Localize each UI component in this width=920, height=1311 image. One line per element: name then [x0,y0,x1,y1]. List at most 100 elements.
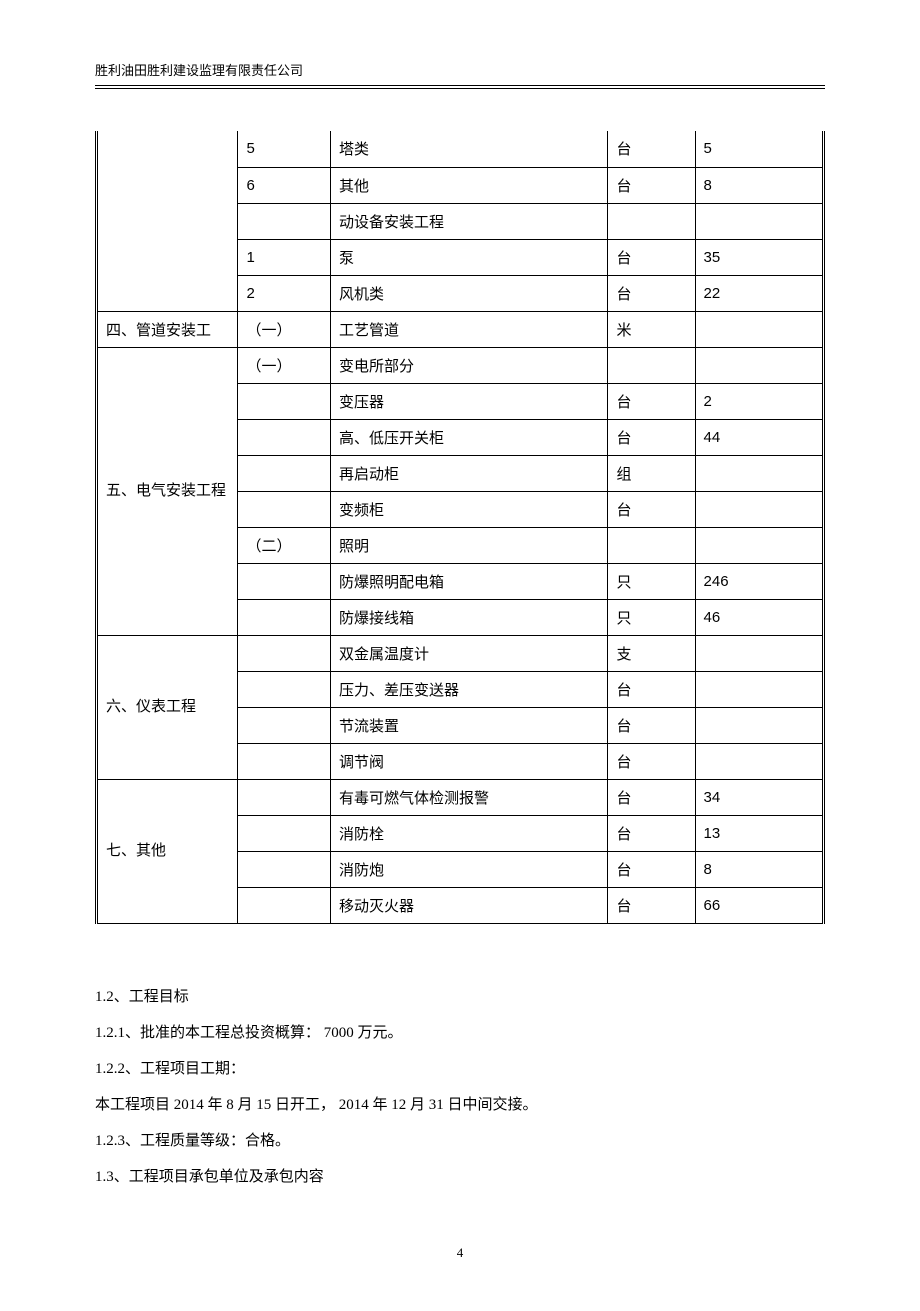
table-cell [238,419,331,455]
table-cell [238,563,331,599]
table-cell: 台 [608,275,695,311]
table-cell: 节流装置 [330,707,608,743]
table-cell [238,779,331,815]
table-cell: 246 [695,563,823,599]
table-cell: 工艺管道 [330,311,608,347]
table-cell-category: 五、电气安装工程 [97,347,238,635]
table-cell: 压力、差压变送器 [330,671,608,707]
table-cell: 台 [608,743,695,779]
table-row: 四、管道安装工（一）工艺管道米 [97,311,824,347]
table-cell [238,707,331,743]
table-cell: 台 [608,887,695,923]
table-row: 5塔类台5 [97,131,824,167]
table-cell-category: 四、管道安装工 [97,311,238,347]
table-cell [608,203,695,239]
table-cell: 1 [238,239,331,275]
table-cell: 米 [608,311,695,347]
table-cell: 消防栓 [330,815,608,851]
table-cell [238,671,331,707]
table-cell-category: 六、仪表工程 [97,635,238,779]
table-cell: 高、低压开关柜 [330,419,608,455]
table-cell: 34 [695,779,823,815]
table-row: 六、仪表工程双金属温度计支 [97,635,824,671]
table-cell: 再启动柜 [330,455,608,491]
body-line: 1.3、工程项目承包单位及承包内容 [95,1159,825,1195]
table-cell: 46 [695,599,823,635]
page-footer: 4 [95,1245,825,1261]
table-cell-category: 七、其他 [97,779,238,923]
table-cell: （二） [238,527,331,563]
body-line: 1.2.3、工程质量等级：合格。 [95,1123,825,1159]
section-heading: 1.2、工程目标 [95,979,825,1015]
table-cell: 13 [695,815,823,851]
table-cell: 台 [608,419,695,455]
table-cell: 防爆接线箱 [330,599,608,635]
page-header: 胜利油田胜利建设监理有限责任公司 [95,60,825,86]
body-line: 1.2.1、批准的本工程总投资概算： 7000 万元。 [95,1015,825,1051]
table-cell [608,527,695,563]
table-cell: 2 [238,275,331,311]
table-cell [695,635,823,671]
company-name: 胜利油田胜利建设监理有限责任公司 [95,63,303,78]
table-cell: 35 [695,239,823,275]
table-cell [238,203,331,239]
table-cell: 变压器 [330,383,608,419]
table-cell: 22 [695,275,823,311]
table-cell: 其他 [330,167,608,203]
table-cell: 只 [608,563,695,599]
table-cell: 消防炮 [330,851,608,887]
table-cell: 塔类 [330,131,608,167]
table-cell: 组 [608,455,695,491]
table-cell: 台 [608,815,695,851]
table-cell: 台 [608,779,695,815]
equipment-table: 5塔类台56其他台8动设备安装工程1 泵台352风机类台 22四、管道安装工（一… [95,131,825,924]
table-cell: 66 [695,887,823,923]
table-cell [238,815,331,851]
table-cell: 台 [608,707,695,743]
table-cell: 风机类 [330,275,608,311]
table-cell [238,455,331,491]
table-cell: 台 [608,131,695,167]
table-cell [238,635,331,671]
table-cell [695,671,823,707]
table-cell [238,599,331,635]
body-text: 1.2、工程目标 1.2.1、批准的本工程总投资概算： 7000 万元。 1.2… [95,979,825,1195]
table-cell: 8 [695,851,823,887]
table-cell: 变电所部分 [330,347,608,383]
table-cell: 台 [608,167,695,203]
table-cell-category [97,131,238,311]
table-cell: 台 [608,671,695,707]
table-cell: 台 [608,383,695,419]
table-cell: 只 [608,599,695,635]
table-cell: 有毒可燃气体检测报警 [330,779,608,815]
table-cell [695,347,823,383]
table-cell: 台 [608,851,695,887]
body-line: 1.2.2、工程项目工期： [95,1051,825,1087]
body-line: 本工程项目 2014 年 8 月 15 日开工， 2014 年 12 月 31 … [95,1087,825,1123]
table-cell: 防爆照明配电箱 [330,563,608,599]
table-cell [238,383,331,419]
table-cell: 2 [695,383,823,419]
table-cell: 变频柜 [330,491,608,527]
table-cell [695,527,823,563]
table-cell [238,851,331,887]
table-cell: 移动灭火器 [330,887,608,923]
table-cell: 泵 [330,239,608,275]
table-cell [608,347,695,383]
table-cell [238,887,331,923]
table-cell: 照明 [330,527,608,563]
table-cell: 支 [608,635,695,671]
table-cell [238,743,331,779]
table-row: 五、电气安装工程（一）变电所部分 [97,347,824,383]
table-cell: 台 [608,239,695,275]
table-cell [238,491,331,527]
table-cell: 台 [608,491,695,527]
table-cell: 8 [695,167,823,203]
table-cell: 5 [238,131,331,167]
table-cell: 动设备安装工程 [330,203,608,239]
table-cell [695,203,823,239]
table-cell: 44 [695,419,823,455]
table-cell [695,743,823,779]
page-number: 4 [457,1245,464,1260]
table-cell [695,707,823,743]
